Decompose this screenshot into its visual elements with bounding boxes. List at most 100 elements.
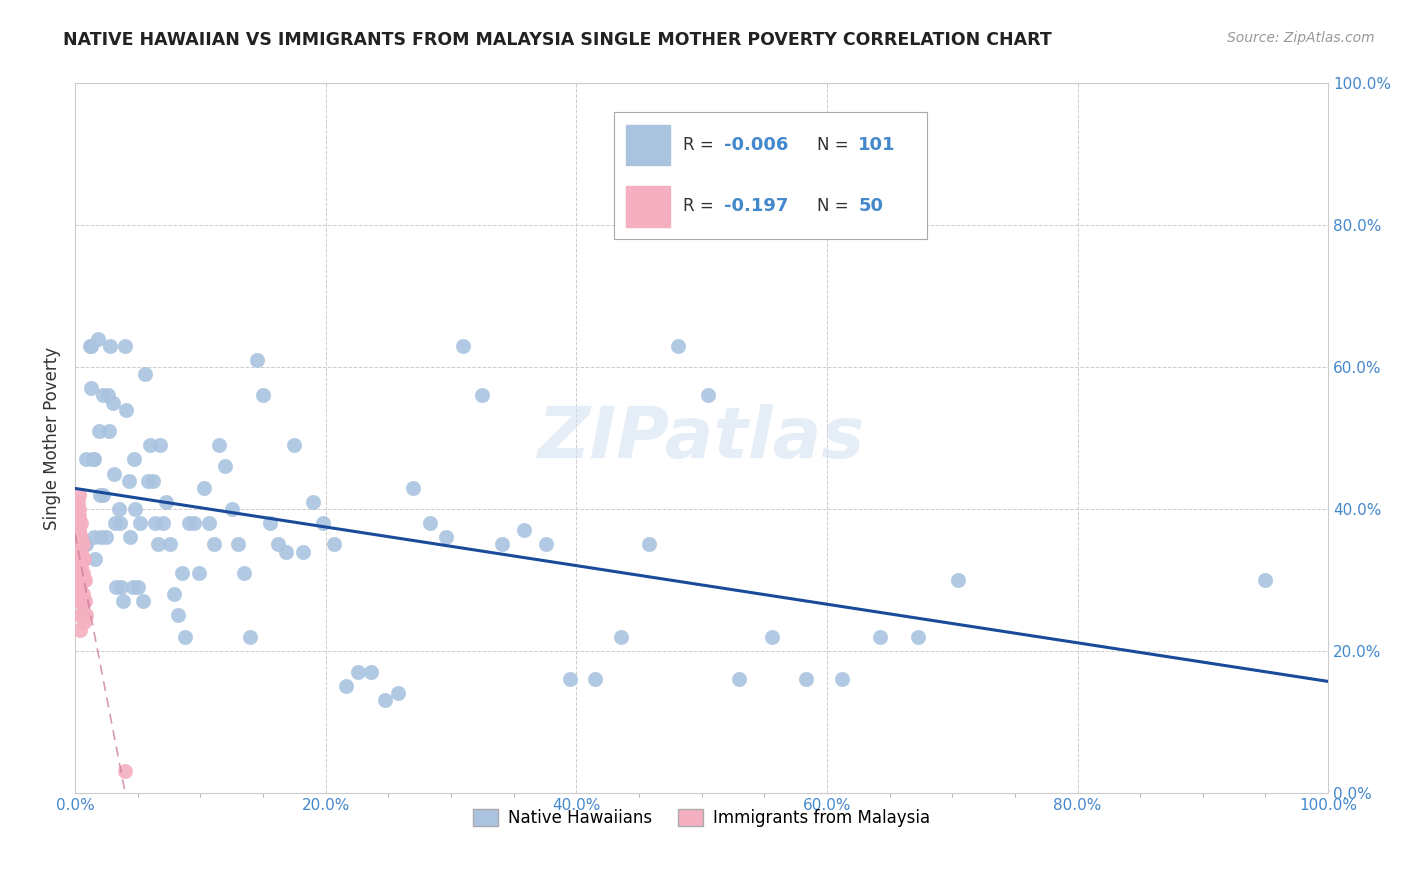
Point [239,630,262,644]
Point [127,580,149,594]
Point [122,452,145,467]
Point [70,558,93,573]
Point [69,594,91,608]
Point [491,537,513,551]
Point [471,388,494,402]
Point [202,537,225,551]
Point [75,537,97,551]
Point [69,530,91,544]
Point [87,424,110,438]
Point [131,594,153,608]
Point [246,353,269,368]
Point [170,566,193,580]
Point [208,438,231,452]
Point [323,537,346,551]
Point [73,573,96,587]
Point [73,594,96,608]
Point [67,587,90,601]
Point [312,516,335,530]
Point [80,339,103,353]
Point [67,488,90,502]
Point [101,395,124,409]
Point [70,608,93,623]
Point [72,566,94,580]
Point [666,339,689,353]
Point [98,339,121,353]
Point [174,630,197,644]
Point [283,438,305,452]
Point [831,672,853,686]
Point [67,558,90,573]
Point [67,537,90,551]
Point [69,537,91,551]
Point [252,388,274,402]
Point [335,679,357,693]
Point [66,551,89,566]
Point [72,551,94,566]
Point [155,495,177,509]
Point [583,672,606,686]
Point [558,672,581,686]
Point [67,509,90,524]
Point [198,516,221,530]
Point [302,495,325,509]
Point [183,516,205,530]
Point [267,537,290,551]
Point [118,474,141,488]
Point [105,580,128,594]
Point [82,452,104,467]
Point [274,544,297,558]
Point [89,488,111,502]
Point [115,402,138,417]
Text: Source: ZipAtlas.com: Source: ZipAtlas.com [1227,31,1375,45]
Point [696,388,718,402]
Point [166,608,188,623]
Point [110,580,132,594]
Point [143,516,166,530]
Point [79,339,101,353]
Point [97,424,120,438]
Point [65,530,87,544]
Point [66,537,89,551]
Point [124,502,146,516]
Point [69,516,91,530]
Point [188,566,211,580]
Point [193,481,215,495]
Point [512,523,534,537]
Point [142,474,165,488]
Point [70,594,93,608]
Point [159,537,181,551]
Point [72,608,94,623]
Point [73,551,96,566]
Point [69,608,91,623]
Point [136,474,159,488]
Point [73,615,96,630]
Point [67,502,90,516]
Point [70,573,93,587]
Point [139,438,162,452]
Point [66,530,89,544]
Point [163,587,186,601]
Point [83,452,105,467]
Point [146,537,169,551]
Legend: Native Hawaiians, Immigrants from Malaysia: Native Hawaiians, Immigrants from Malays… [467,803,936,834]
Y-axis label: Single Mother Poverty: Single Mother Poverty [44,346,60,530]
Point [402,481,425,495]
Point [69,566,91,580]
Text: ZIPatlas: ZIPatlas [538,403,865,473]
Point [108,502,131,516]
Point [80,381,103,395]
Point [103,467,125,481]
Point [70,530,93,544]
Point [869,630,891,644]
Point [96,530,118,544]
Point [638,537,661,551]
Point [728,672,751,686]
Point [121,580,143,594]
Point [70,516,93,530]
Point [434,530,457,544]
Point [610,630,633,644]
Point [90,530,112,544]
Point [65,523,87,537]
Point [70,544,93,558]
